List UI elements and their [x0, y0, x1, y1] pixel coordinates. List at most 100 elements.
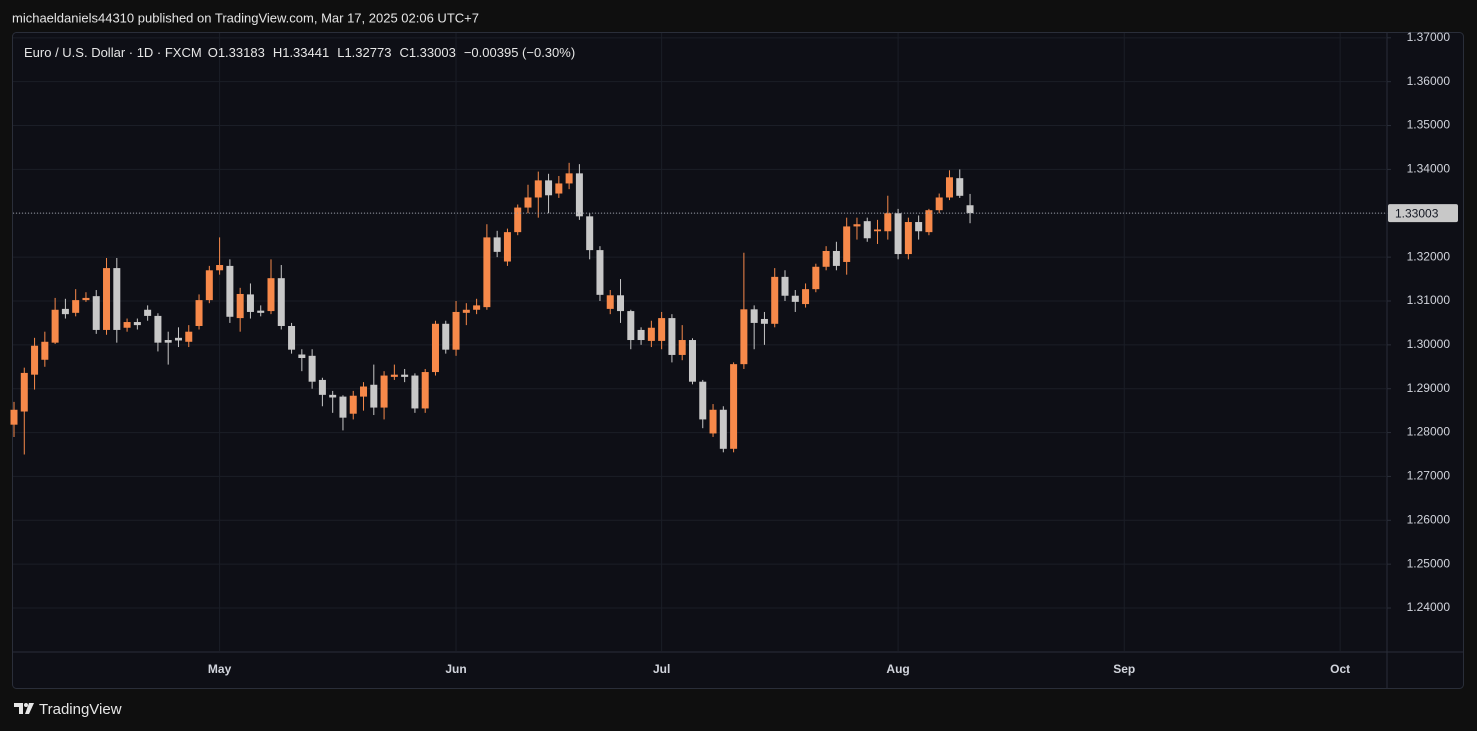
candle-body	[154, 315, 162, 343]
candle-body	[431, 323, 439, 373]
candle-body	[51, 309, 59, 343]
x-tick-label: Jun	[445, 662, 466, 676]
candle-body	[524, 197, 532, 208]
candle-body	[760, 318, 768, 324]
candle-body	[401, 374, 409, 377]
candle-body	[185, 331, 193, 342]
candle-body	[832, 250, 840, 266]
candle-body	[688, 340, 696, 382]
candle-body	[709, 409, 717, 434]
candle-body	[678, 340, 686, 355]
candle-body	[473, 305, 481, 310]
publisher: michaeldaniels44310 published on Trading…	[12, 10, 479, 25]
candle-body	[288, 325, 296, 350]
candle-body	[863, 221, 871, 239]
candle-body	[514, 207, 522, 233]
x-tick-label: Jul	[653, 662, 670, 676]
candle-body	[174, 337, 182, 341]
low-label: L	[337, 45, 344, 60]
candle-body	[123, 322, 131, 328]
candle-body	[637, 329, 645, 341]
candle-body	[360, 386, 368, 397]
y-tick-label: 1.36000	[1407, 74, 1451, 88]
low-value: 1.32773	[344, 45, 391, 60]
candle-body	[586, 216, 594, 251]
close-value: 1.33003	[409, 45, 456, 60]
candle-body	[277, 278, 285, 326]
last-price-box	[1388, 204, 1458, 223]
candle-body	[390, 374, 398, 377]
close-label: C	[399, 45, 408, 60]
candle-body	[915, 222, 923, 232]
candle-body	[719, 409, 727, 449]
y-tick-label: 1.31000	[1407, 293, 1451, 307]
y-tick-label: 1.24000	[1407, 600, 1451, 614]
candle-body	[82, 297, 90, 301]
candle-body	[545, 180, 553, 196]
candle-body	[565, 173, 573, 184]
y-tick-label: 1.29000	[1407, 381, 1451, 395]
y-tick-label: 1.26000	[1407, 512, 1451, 526]
candle-body	[925, 210, 933, 233]
candle-body	[658, 318, 666, 341]
candle-body	[411, 375, 419, 409]
y-tick-label: 1.30000	[1407, 337, 1451, 351]
candle-body	[771, 276, 779, 324]
candle-body	[791, 295, 799, 302]
candle-body	[534, 180, 542, 198]
candle-body	[945, 177, 953, 198]
candle-body	[627, 311, 635, 341]
high-label: H	[273, 45, 282, 60]
candle-body	[884, 213, 892, 232]
candles	[10, 162, 974, 455]
last-price-label: 1.33003	[1395, 206, 1439, 220]
candle-body	[205, 270, 213, 301]
candle-body	[904, 222, 912, 255]
candle-body	[195, 300, 203, 326]
x-tick-label: Aug	[886, 662, 909, 676]
candle-body	[966, 205, 974, 214]
candle-body	[750, 309, 758, 323]
candle-body	[699, 381, 707, 420]
candle-body	[555, 183, 563, 194]
candle-body	[802, 289, 810, 305]
candle-body	[257, 310, 265, 313]
candle-body	[843, 226, 851, 262]
candle-body	[133, 322, 141, 326]
candle-body	[956, 178, 964, 196]
y-tick-label: 1.35000	[1407, 118, 1451, 132]
change: −0.00395 (−0.30%)	[464, 45, 575, 60]
brand-logo	[14, 703, 34, 714]
candle-body	[10, 409, 18, 425]
candle-body	[308, 355, 316, 382]
candle-body	[740, 309, 748, 365]
candle-body	[442, 323, 450, 350]
candle-body	[575, 173, 583, 217]
candle-body	[617, 295, 625, 312]
candle-body	[894, 213, 902, 255]
candle-body	[380, 375, 388, 408]
candle-body	[267, 278, 275, 312]
candle-body	[647, 327, 655, 341]
candle-body	[92, 296, 100, 330]
chart-frame	[12, 32, 1464, 689]
candle-body	[226, 265, 234, 317]
candle-body	[236, 293, 244, 319]
candle-body	[853, 224, 861, 227]
candle-body	[41, 341, 49, 360]
y-tick-label: 1.32000	[1407, 249, 1451, 263]
candle-body	[298, 354, 306, 359]
candle-body	[113, 268, 121, 330]
candle-body	[452, 311, 460, 350]
candle-body	[144, 309, 152, 316]
open-value: 1.33183	[218, 45, 265, 60]
candle-body	[812, 266, 820, 290]
grid	[13, 33, 1386, 651]
candle-body	[668, 318, 676, 355]
x-tick-label: Oct	[1330, 662, 1350, 676]
candle-body	[421, 372, 429, 409]
candle-body	[103, 268, 111, 330]
candle-body	[216, 265, 224, 271]
y-tick-label: 1.27000	[1407, 469, 1451, 483]
